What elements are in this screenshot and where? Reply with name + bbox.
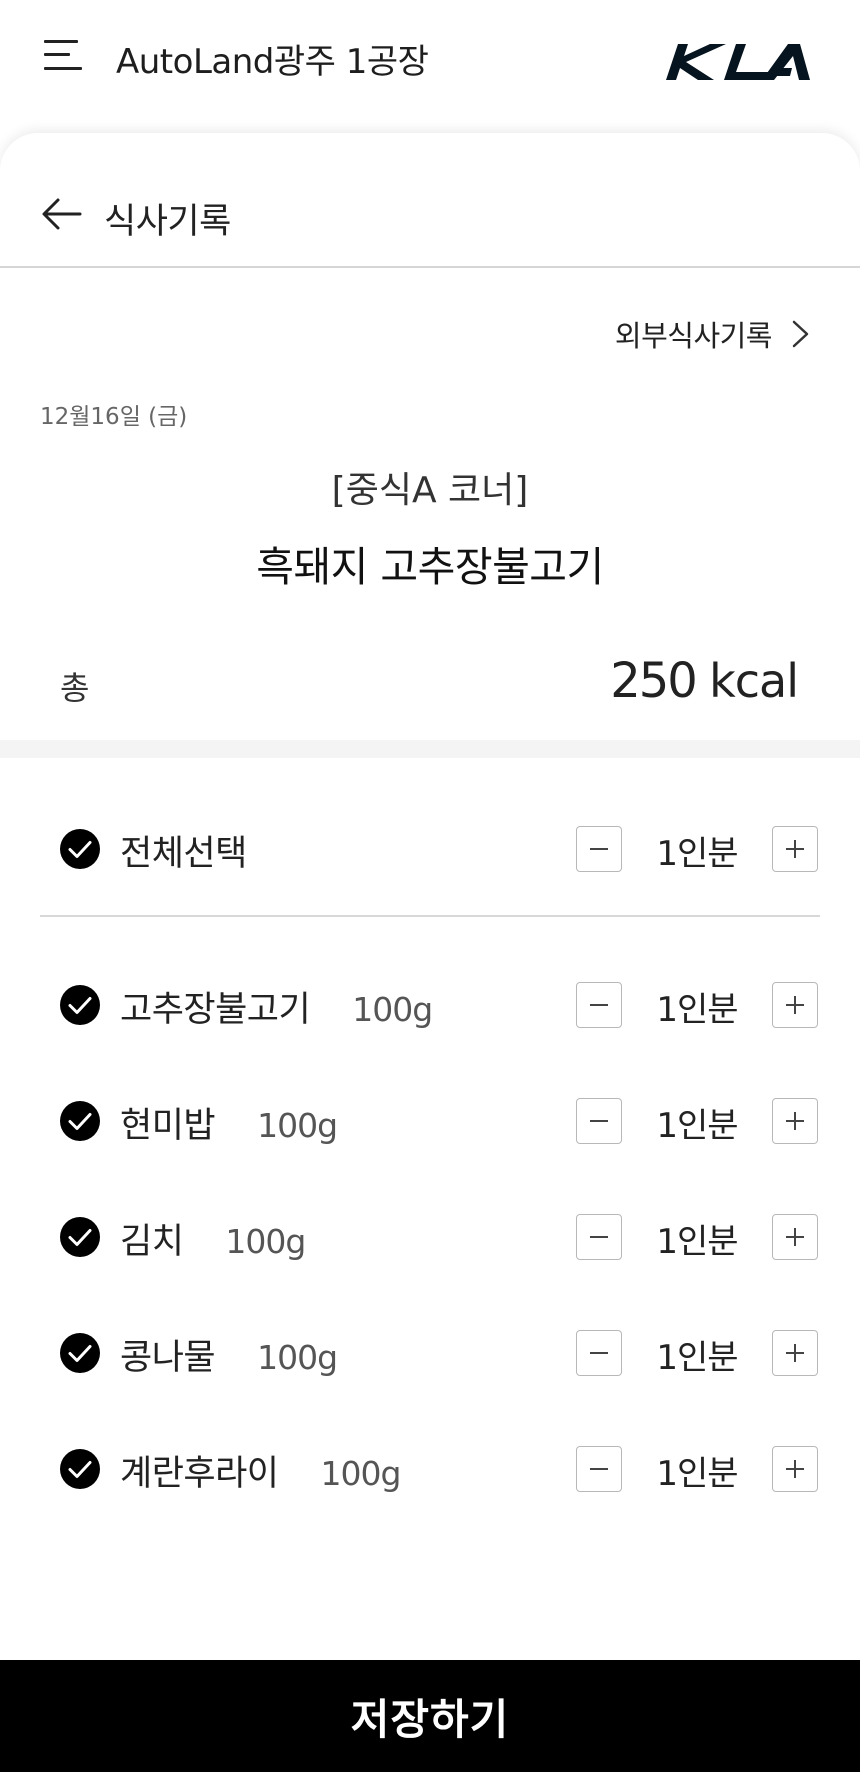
minus-icon bbox=[590, 1236, 608, 1238]
section-divider-band bbox=[0, 740, 860, 758]
decrease-quantity-button[interactable] bbox=[576, 1214, 622, 1260]
checkmark-circle-icon[interactable] bbox=[60, 829, 100, 869]
app-header: AutoLand광주 1공장 bbox=[0, 0, 860, 112]
meal-record-sheet: 식사기록 외부식사기록 12월16일 (금) [중식A 코너] 흑돼지 고추장불… bbox=[0, 133, 860, 1772]
decrease-quantity-button[interactable] bbox=[576, 1330, 622, 1376]
checkmark-circle-icon[interactable] bbox=[60, 1101, 100, 1141]
quantity-value: 1인분 bbox=[656, 1454, 738, 1494]
food-item-label: 계란후라이 100g bbox=[120, 1445, 402, 1496]
food-item-weight: 100g bbox=[257, 1338, 338, 1377]
food-item-name: 김치 bbox=[120, 1222, 184, 1262]
select-all-row: 전체선택 1인분 bbox=[0, 819, 860, 879]
plus-icon bbox=[786, 1460, 804, 1478]
menu-name: 흑돼지 고추장불고기 bbox=[256, 543, 604, 591]
increase-quantity-button[interactable] bbox=[772, 1446, 818, 1492]
total-calories: 250 kcal bbox=[610, 653, 799, 709]
total-calories-unit: kcal bbox=[709, 654, 799, 708]
increase-quantity-button[interactable] bbox=[772, 1098, 818, 1144]
arrow-left-icon[interactable] bbox=[40, 197, 84, 231]
page-title: 식사기록 bbox=[104, 202, 231, 242]
checkmark-circle-icon[interactable] bbox=[60, 985, 100, 1025]
decrease-quantity-button[interactable] bbox=[576, 1098, 622, 1144]
increase-quantity-button[interactable] bbox=[772, 826, 818, 872]
select-all-label: 전체선택 bbox=[120, 834, 247, 874]
food-item-weight: 100g bbox=[225, 1222, 306, 1261]
hamburger-menu-icon[interactable] bbox=[44, 38, 82, 72]
food-item-label: 콩나물 100g bbox=[120, 1329, 338, 1380]
food-item-weight: 100g bbox=[320, 1454, 402, 1493]
checkmark-circle-icon[interactable] bbox=[60, 1217, 100, 1257]
list-divider bbox=[40, 915, 820, 917]
decrease-quantity-button[interactable] bbox=[576, 1446, 622, 1492]
plus-icon bbox=[786, 840, 804, 858]
save-button[interactable]: 저장하기 bbox=[0, 1660, 860, 1772]
food-item-weight: 100g bbox=[352, 990, 433, 1029]
food-item-name: 고추장불고기 bbox=[120, 990, 311, 1030]
food-item-row: 김치 100g 1인분 bbox=[0, 1207, 860, 1267]
minus-icon bbox=[590, 1468, 608, 1470]
food-item-name: 현미밥 bbox=[120, 1106, 216, 1146]
total-label: 총 bbox=[60, 669, 90, 707]
food-item-row: 현미밥 100g 1인분 bbox=[0, 1091, 860, 1151]
increase-quantity-button[interactable] bbox=[772, 982, 818, 1028]
plus-icon bbox=[786, 1344, 804, 1362]
app-title: AutoLand광주 1공장 bbox=[116, 42, 429, 82]
corner-name: [중식A 코너] bbox=[331, 470, 529, 511]
minus-icon bbox=[590, 1352, 608, 1354]
food-item-label: 김치 100g bbox=[120, 1213, 306, 1264]
food-item-name: 콩나물 bbox=[120, 1338, 216, 1378]
checkmark-circle-icon[interactable] bbox=[60, 1333, 100, 1373]
decrease-quantity-button[interactable] bbox=[576, 982, 622, 1028]
plus-icon bbox=[786, 1228, 804, 1246]
increase-quantity-button[interactable] bbox=[772, 1330, 818, 1376]
total-calories-value: 250 bbox=[610, 653, 698, 709]
food-item-weight: 100g bbox=[257, 1106, 338, 1145]
food-item-name: 계란후라이 bbox=[120, 1454, 279, 1494]
quantity-value: 1인분 bbox=[656, 1338, 738, 1378]
plus-icon bbox=[786, 1112, 804, 1130]
external-meal-record-link[interactable]: 외부식사기록 bbox=[615, 313, 812, 355]
minus-icon bbox=[590, 1120, 608, 1122]
external-meal-record-label: 외부식사기록 bbox=[614, 319, 773, 353]
meal-date: 12월16일 (금) bbox=[40, 404, 188, 430]
subheader: 식사기록 bbox=[0, 133, 860, 268]
minus-icon bbox=[590, 1004, 608, 1006]
food-item-label: 고추장불고기 100g bbox=[120, 981, 433, 1032]
chevron-right-icon bbox=[792, 320, 809, 348]
quantity-value: 1인분 bbox=[656, 834, 738, 874]
plus-icon bbox=[786, 996, 804, 1014]
food-item-row: 계란후라이 100g 1인분 bbox=[0, 1439, 860, 1499]
checkmark-circle-icon[interactable] bbox=[60, 1449, 100, 1489]
minus-icon bbox=[590, 848, 608, 850]
quantity-value: 1인분 bbox=[656, 1106, 738, 1146]
kia-logo-icon bbox=[666, 44, 810, 80]
food-item-row: 고추장불고기 100g 1인분 bbox=[0, 975, 860, 1035]
decrease-quantity-button[interactable] bbox=[576, 826, 622, 872]
food-item-row: 콩나물 100g 1인분 bbox=[0, 1323, 860, 1383]
increase-quantity-button[interactable] bbox=[772, 1214, 818, 1260]
food-item-label: 현미밥 100g bbox=[120, 1097, 338, 1148]
quantity-value: 1인분 bbox=[656, 990, 738, 1030]
quantity-value: 1인분 bbox=[656, 1222, 738, 1262]
